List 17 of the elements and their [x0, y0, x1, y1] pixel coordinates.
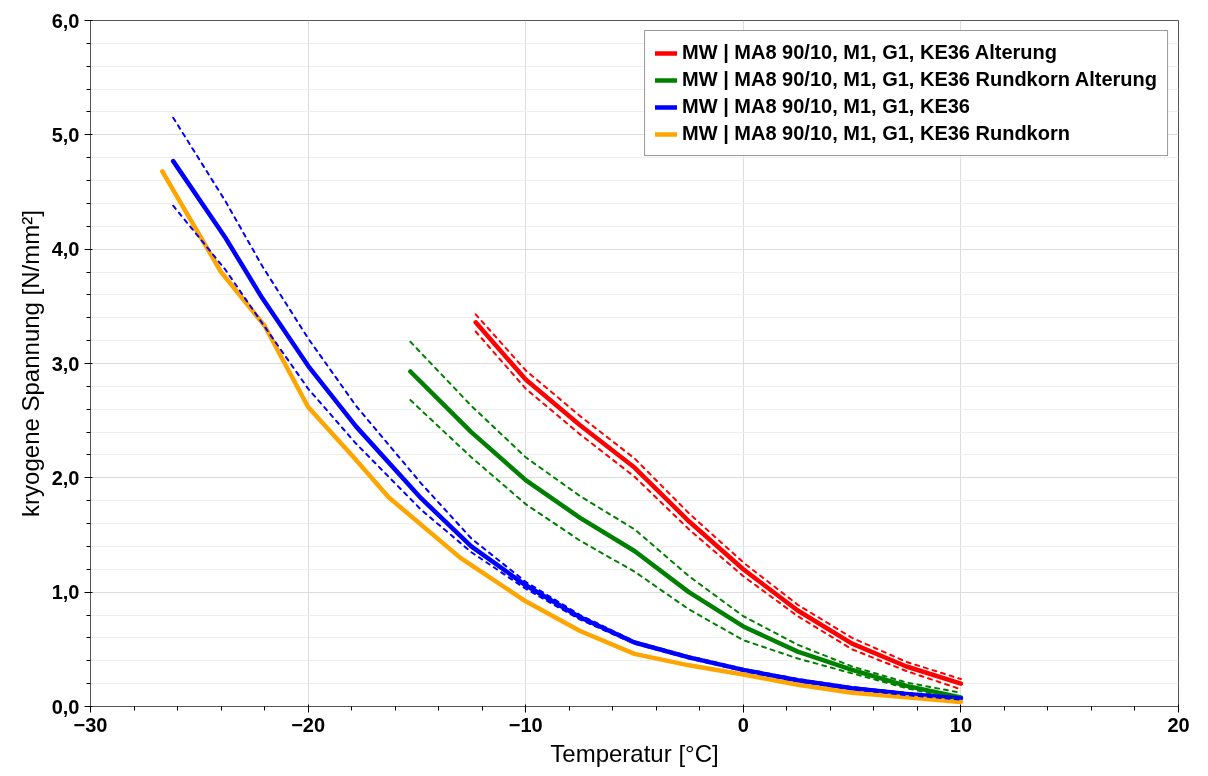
legend-label: MW | MA8 90/10, M1, G1, KE36 Rundkorn Alterung	[682, 68, 1157, 91]
y-tick-label: 3,0	[51, 352, 80, 375]
y-tick-label: 5,0	[51, 123, 80, 146]
legend-label: MW | MA8 90/10, M1, G1, KE36 Alterung	[682, 41, 1058, 64]
y-tick-label: 2,0	[51, 466, 80, 489]
y-tick-label: 1,0	[51, 581, 80, 604]
x-axis-title: Temperatur [°C]	[550, 739, 719, 767]
legend-label: MW | MA8 90/10, M1, G1, KE36	[682, 95, 970, 118]
y-tick-label: 4,0	[51, 238, 80, 261]
x-tick-label: 0	[737, 713, 749, 736]
x-tick-label: −10	[508, 713, 543, 736]
y-axis-title: kryogene Spannung [N/mm²]	[16, 210, 44, 517]
y-tick-label: 6,0	[51, 9, 80, 32]
x-tick-label: 20	[1167, 713, 1190, 736]
legend-label: MW | MA8 90/10, M1, G1, KE36 Rundkorn	[682, 122, 1070, 145]
x-tick-label: 10	[949, 713, 973, 736]
x-tick-label: −20	[291, 713, 326, 736]
